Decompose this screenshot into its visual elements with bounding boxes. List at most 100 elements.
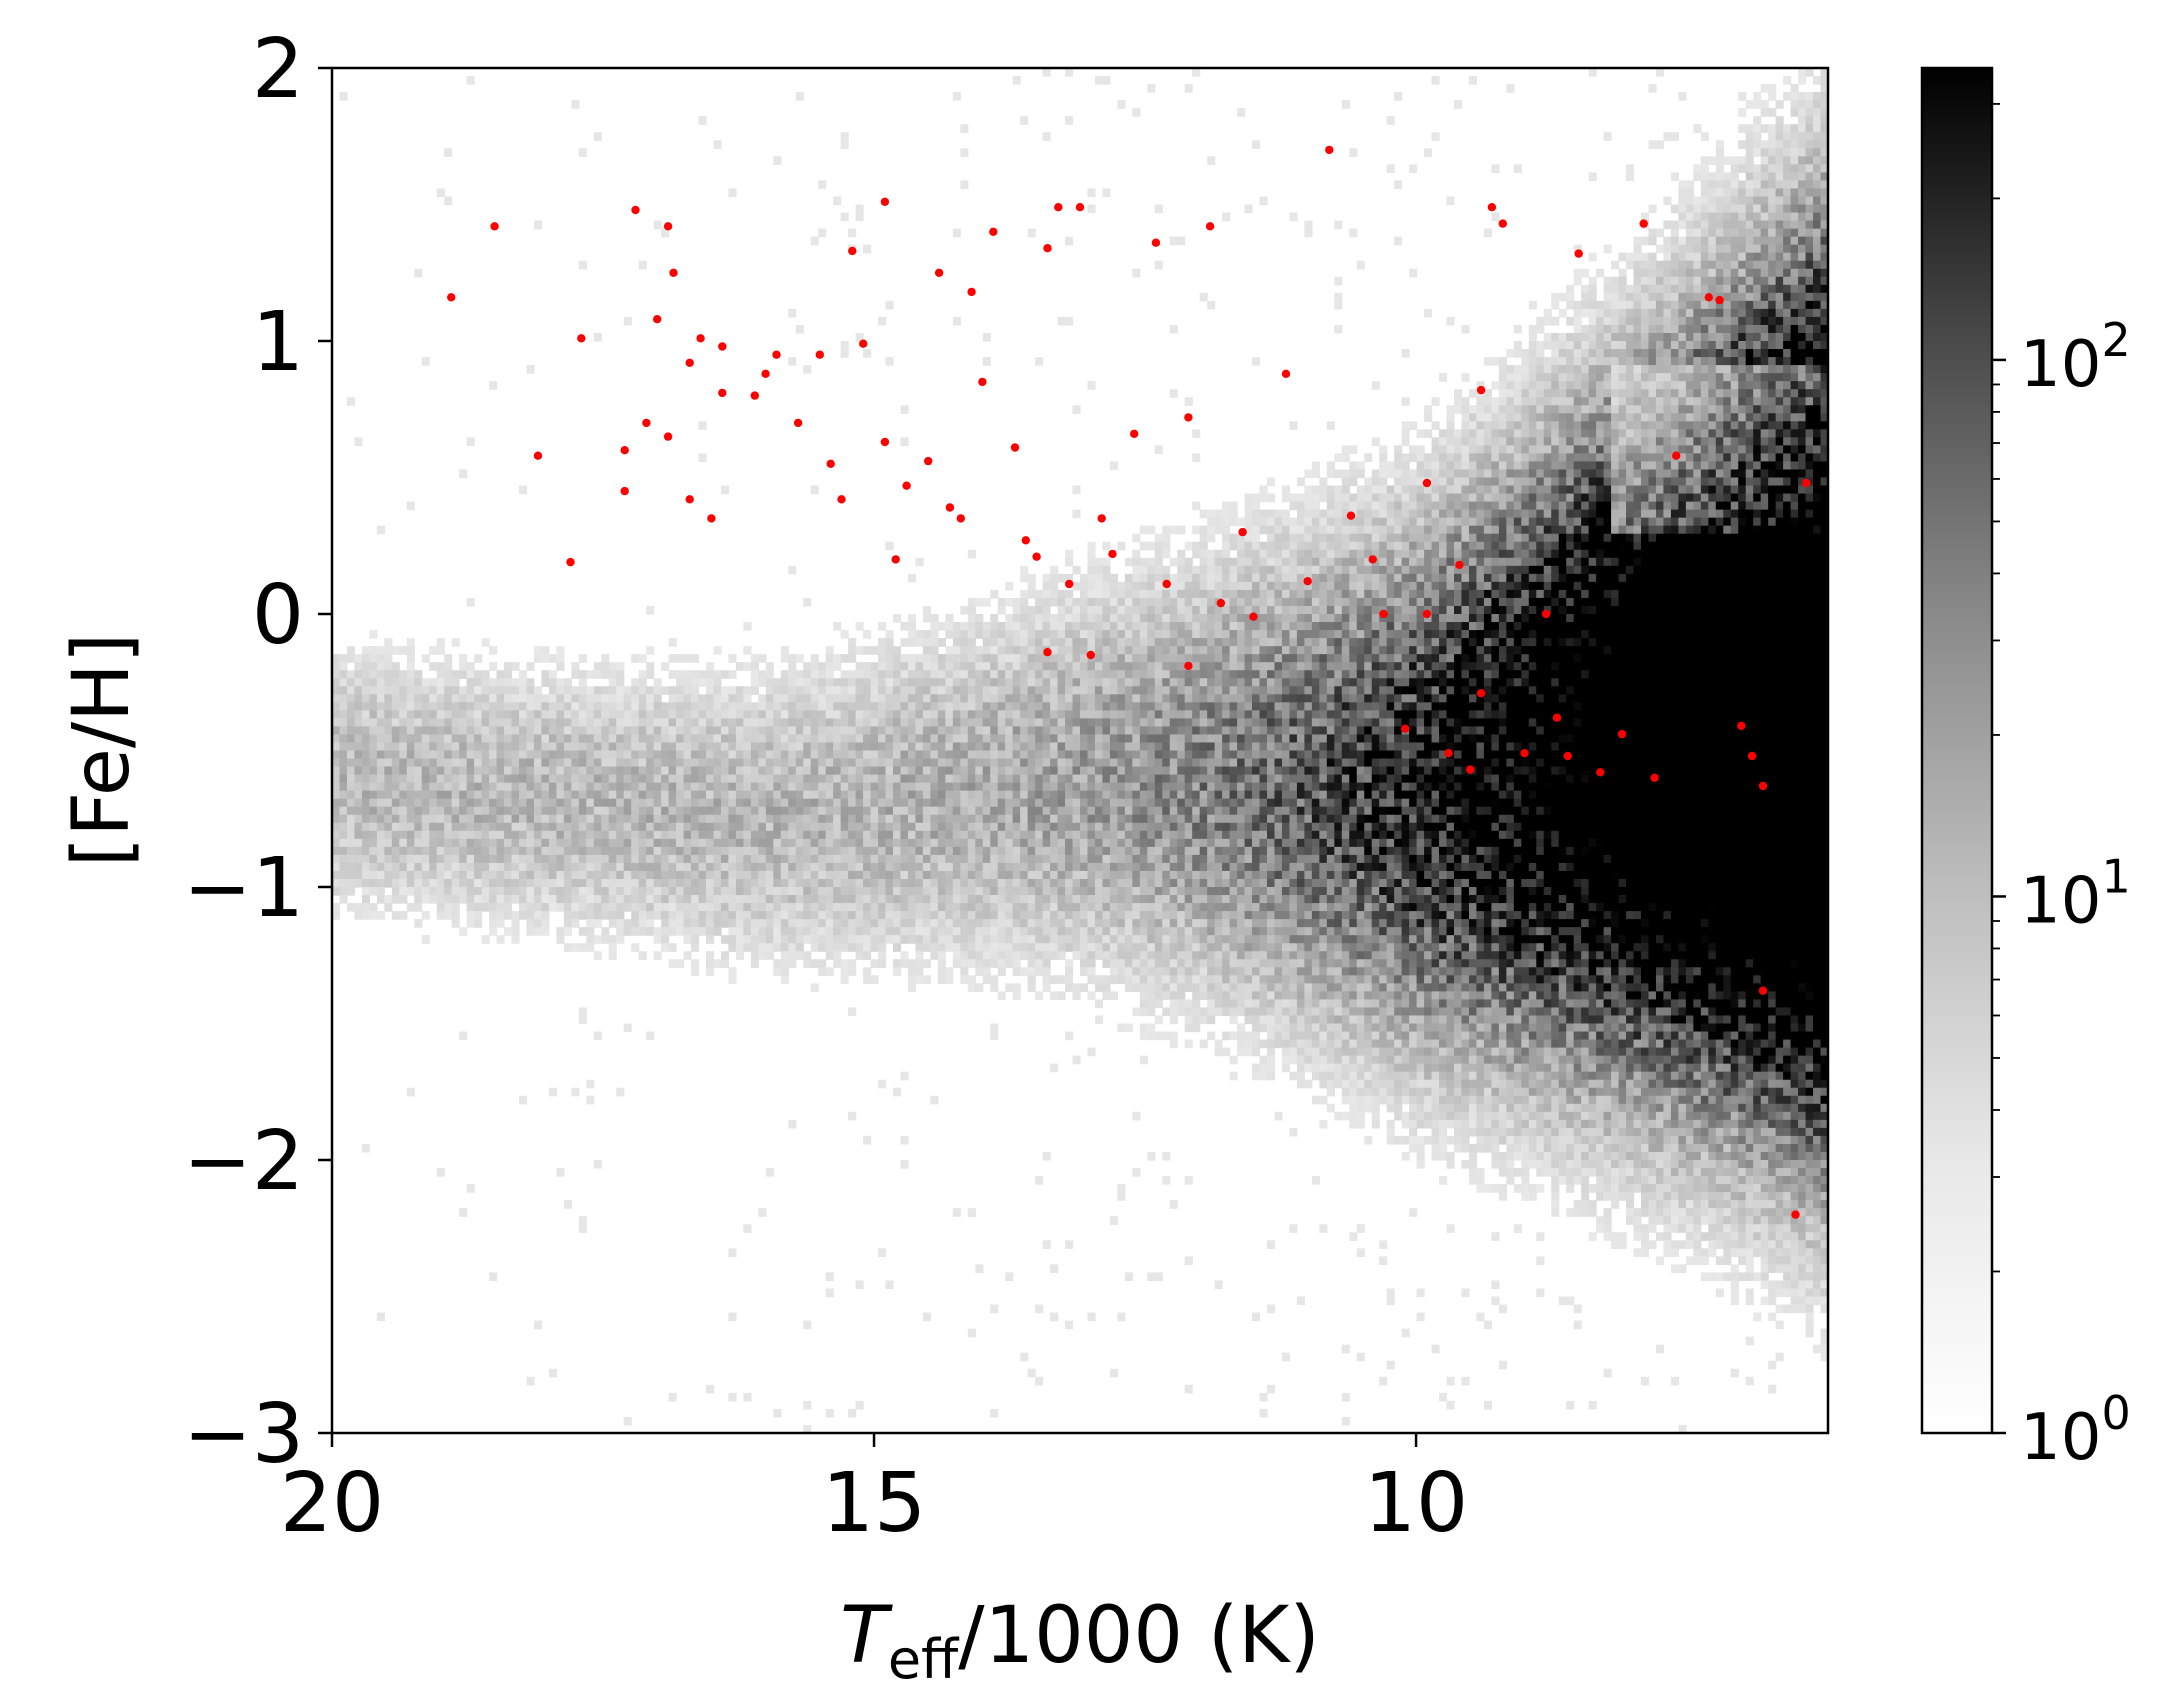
density-cell — [825, 726, 834, 736]
density-cell — [653, 782, 662, 792]
density-cell — [1124, 1023, 1133, 1033]
density-cell — [1094, 999, 1104, 1009]
density-cell — [698, 710, 707, 719]
density-cell — [922, 935, 931, 944]
density-cell — [728, 726, 737, 736]
density-cell — [429, 854, 438, 864]
density-cell — [1012, 774, 1021, 784]
density-cell — [982, 702, 991, 711]
density-cell — [481, 694, 490, 703]
density-cell — [818, 758, 827, 768]
density-cell — [1162, 798, 1171, 808]
density-cell — [361, 702, 370, 711]
density-cell — [780, 702, 789, 711]
density-cell — [1124, 710, 1133, 719]
density-cell — [758, 670, 767, 679]
density-cell — [1199, 766, 1208, 776]
density-cell — [653, 798, 662, 808]
density-cell — [750, 718, 759, 728]
density-cell — [1162, 630, 1171, 639]
density-cell — [556, 718, 565, 728]
density-cell — [489, 846, 498, 856]
density-cell — [982, 734, 991, 744]
density-cell — [1154, 638, 1163, 647]
density-cell — [758, 758, 767, 768]
density-cell — [1020, 654, 1029, 663]
density-cell — [361, 887, 370, 896]
density-cell — [952, 935, 961, 944]
density-cell — [1042, 670, 1051, 679]
density-cell — [706, 782, 715, 792]
density-cell — [758, 862, 767, 872]
density-cell — [661, 870, 670, 880]
density-cell — [1177, 654, 1186, 663]
density-cell — [1050, 903, 1059, 912]
density-cell — [1162, 533, 1171, 543]
density-cell — [638, 887, 647, 896]
density-cell — [1057, 646, 1066, 655]
density-cell — [1012, 846, 1021, 856]
density-cell — [788, 774, 797, 784]
density-cell — [571, 726, 580, 736]
density-cell — [1184, 967, 1193, 976]
density-cell — [586, 686, 595, 695]
density-cell — [982, 774, 991, 784]
density-cell — [810, 798, 819, 808]
density-cell — [1094, 597, 1104, 607]
density-cell — [414, 782, 423, 792]
density-cell — [750, 903, 759, 912]
density-cell — [1057, 734, 1066, 744]
density-cell — [623, 718, 632, 728]
density-cell — [339, 702, 348, 711]
density-cell — [825, 806, 834, 816]
density-cell — [421, 782, 430, 792]
density-cell — [1072, 750, 1081, 760]
density-cell — [922, 1312, 931, 1322]
density-cell — [1154, 1015, 1163, 1025]
density-cell — [743, 943, 752, 952]
density-cell — [1124, 838, 1133, 848]
density-cell — [548, 742, 557, 752]
density-cell — [646, 846, 655, 856]
density-cell — [631, 895, 640, 904]
density-cell — [631, 830, 640, 840]
density-cell — [1109, 710, 1118, 719]
density-cell — [1027, 951, 1036, 960]
density-cell — [870, 678, 879, 687]
density-cell — [960, 180, 969, 190]
density-cell — [376, 895, 385, 904]
density-cell — [975, 726, 984, 736]
density-cell — [691, 959, 700, 968]
density-cell — [1184, 774, 1193, 784]
density-cell — [885, 686, 894, 695]
density-cell — [922, 774, 931, 784]
density-cell — [1132, 790, 1141, 800]
density-cell — [1184, 790, 1193, 800]
density-cell — [750, 734, 759, 744]
density-cell — [451, 670, 460, 679]
density-cell — [1139, 525, 1148, 535]
density-cell — [795, 887, 804, 896]
density-cell — [1154, 533, 1163, 543]
density-cell — [907, 638, 917, 647]
density-cell — [945, 903, 954, 912]
density-cell — [1020, 822, 1029, 832]
density-cell — [601, 718, 610, 728]
density-cell — [1094, 702, 1104, 711]
density-cell — [863, 967, 872, 976]
density-cell — [975, 943, 984, 952]
density-cell — [885, 718, 894, 728]
density-cell — [743, 1392, 752, 1402]
density-cell — [818, 838, 827, 848]
density-cell — [907, 814, 917, 824]
density-cell — [1087, 846, 1096, 856]
density-cell — [504, 782, 513, 792]
density-cell — [414, 903, 423, 912]
density-cell — [825, 686, 834, 695]
density-cell — [840, 790, 849, 800]
density-cell — [990, 678, 999, 687]
density-cell — [459, 686, 468, 695]
density-cell — [451, 678, 460, 687]
density-cell — [1102, 846, 1111, 856]
density-cell — [1005, 718, 1014, 728]
